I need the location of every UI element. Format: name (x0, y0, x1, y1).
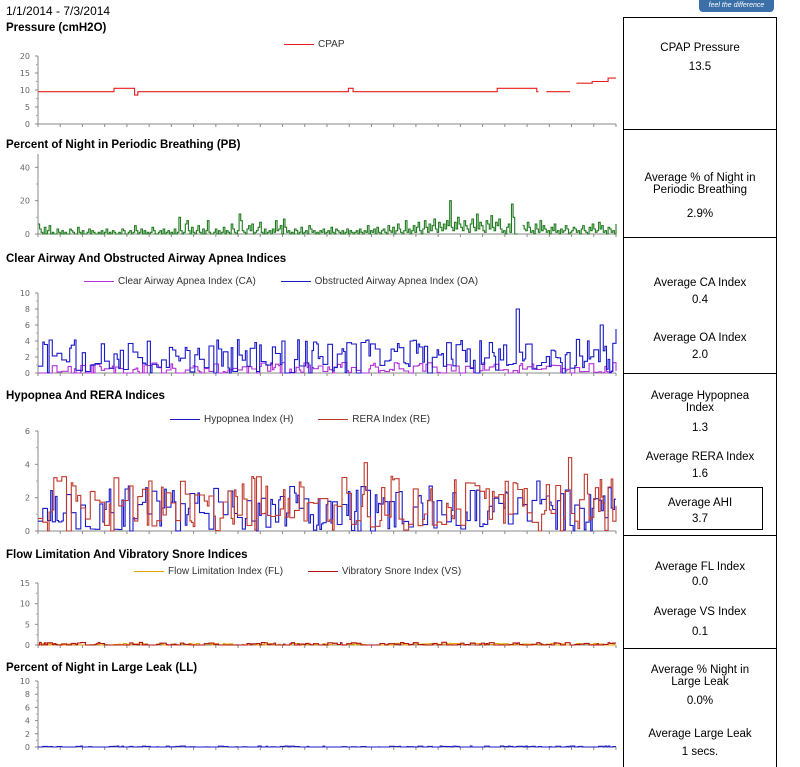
legend-label: Obstructed Airway Apnea Index (OA) (314, 276, 479, 287)
h-avg-value: 1.3 (692, 422, 708, 434)
y-tick-label: 2 (25, 353, 30, 362)
legend-swatch (307, 570, 338, 572)
ll-secs-label: Average Large Leak (648, 728, 752, 740)
ll-chart: 0 2 4 6 8 10 (20, 677, 617, 752)
y-tick-label: 10 (20, 600, 30, 609)
vs-avg-label: Average VS Index (653, 606, 747, 618)
ahi-summary-box: Average AHI 3.7 (637, 487, 763, 530)
pb-title: Percent of Night in Periodic Breathing (… (6, 139, 241, 151)
hyp-chart: 0 2 4 6 (25, 427, 617, 536)
apnea-chart: 0 2 4 6 8 10 (20, 289, 617, 378)
y-tick-label: 15 (20, 579, 30, 588)
y-tick-label: 0 (25, 120, 30, 129)
legend-label: CPAP (318, 39, 345, 50)
y-tick-label: 2 (25, 494, 30, 503)
y-tick-label: 6 (25, 703, 30, 712)
ca-avg-label: Average CA Index (653, 277, 747, 289)
y-tick-label: 8 (25, 690, 30, 699)
y-tick-label: 2 (25, 730, 30, 739)
y-tick-label: 4 (25, 337, 30, 346)
series-line-apnea-1 (38, 308, 617, 374)
y-tick-label: 10 (20, 86, 30, 95)
y-tick-label: 0 (25, 230, 30, 239)
ll-pct-value: 0.0% (686, 695, 714, 707)
ll-summary-panel: Average % Night in Large Leak 0.0% Avera… (623, 648, 777, 767)
y-tick-label: 8 (25, 305, 30, 314)
apnea-title: Clear Airway And Obstructed Airway Apnea… (6, 253, 287, 265)
y-tick-label: 15 (20, 69, 30, 78)
legend-label: Clear Airway Apnea Index (CA) (118, 276, 256, 287)
y-tick-label: 4 (25, 717, 30, 726)
y-tick-label: 4 (25, 460, 30, 469)
fl-title: Flow Limitation And Vibratory Snore Indi… (6, 549, 248, 561)
legend-swatch (170, 418, 200, 420)
pressure-chart: 0 5 10 15 20 (20, 52, 617, 129)
series-line-hyp-0 (38, 480, 616, 532)
oa-avg-label: Average OA Index (653, 332, 747, 344)
y-tick-label: 10 (20, 289, 30, 298)
y-tick-label: 40 (20, 163, 30, 172)
y-tick-label: 20 (20, 197, 30, 206)
vs-avg-value: 0.1 (692, 626, 708, 638)
cpap-pressure-value: 13.5 (688, 61, 712, 73)
y-tick-label: 6 (25, 427, 30, 436)
series-line-hyp-1 (38, 457, 617, 532)
cpap-summary-panel: CPAP Pressure 13.5 (623, 17, 777, 130)
y-tick-label: 20 (20, 52, 30, 61)
legend-swatch (134, 570, 164, 572)
y-tick-label: 6 (25, 321, 30, 330)
pressure-legend: CPAP (284, 39, 345, 50)
fl-avg-label: Average FL Index (654, 561, 746, 573)
fl-avg-value: 0.0 (692, 576, 708, 588)
fl-chart: 0 5 10 15 (20, 579, 617, 650)
y-tick-label: 0 (25, 527, 30, 536)
series-line-pressure-0 (38, 77, 616, 96)
brand-logo: feel the difference (699, 0, 774, 12)
pb-avg-label: Average % of Night in Periodic Breathing (644, 172, 756, 196)
ca-avg-value: 0.4 (692, 294, 708, 306)
series-line-fl-1 (38, 641, 616, 646)
y-tick-label: 0 (25, 743, 30, 752)
hyp-title: Hypopnea And RERA Indices (6, 390, 165, 402)
y-tick-label: 0 (25, 369, 30, 378)
fl-summary-panel: Average FL Index 0.0 Average VS Index 0.… (623, 535, 777, 649)
legend-label: Flow Limitation Index (FL) (168, 566, 284, 577)
ll-pct-label: Average % Night in Large Leak (650, 664, 750, 688)
y-tick-label: 0 (25, 641, 30, 650)
re-avg-label: Average RERA Index (645, 451, 755, 463)
series-line-apnea-0 (38, 362, 617, 374)
series-line-pb-0 (38, 200, 617, 235)
apnea-legend: Clear Airway Apnea Index (CA) Obstructed… (84, 276, 500, 287)
hyp-summary-panel: Average Hypopnea Index 1.3 Average RERA … (623, 373, 777, 536)
y-tick-label: 10 (20, 677, 30, 686)
fl-legend: Flow Limitation Index (FL) Vibratory Sno… (134, 566, 483, 577)
h-avg-label: Average Hypopnea Index (650, 390, 750, 414)
pb-summary-panel: Average % of Night in Periodic Breathing… (623, 129, 777, 238)
series-line-ll-0 (38, 745, 616, 748)
pressure-title: Pressure (cmH2O) (6, 22, 107, 34)
date-range: 1/1/2014 - 7/3/2014 (6, 4, 111, 18)
ll-secs-value: 1 secs. (681, 746, 719, 758)
legend-swatch (84, 280, 114, 282)
re-avg-value: 1.6 (692, 468, 708, 480)
ahi-avg-label: Average AHI (667, 497, 733, 509)
pb-avg-value: 2.9% (686, 208, 714, 220)
legend-label: Vibratory Snore Index (VS) (341, 566, 462, 577)
legend-swatch (318, 418, 349, 420)
legend-swatch (280, 280, 311, 282)
y-tick-label: 5 (25, 620, 30, 629)
legend-label: RERA Index (RE) (352, 414, 431, 425)
hyp-legend: Hypopnea Index (H) RERA Index (RE) (170, 414, 452, 425)
y-tick-label: 5 (25, 103, 30, 112)
legend-swatch (284, 43, 314, 45)
oa-avg-value: 2.0 (692, 349, 708, 361)
cpap-pressure-label: CPAP Pressure (660, 42, 740, 54)
legend-label: Hypopnea Index (H) (204, 414, 294, 425)
pb-chart: 0 20 40 (20, 154, 617, 239)
ll-title: Percent of Night in Large Leak (LL) (6, 662, 198, 674)
ahi-avg-value: 3.7 (692, 513, 708, 525)
apnea-summary-panel: Average CA Index 0.4 Average OA Index 2.… (623, 237, 777, 374)
